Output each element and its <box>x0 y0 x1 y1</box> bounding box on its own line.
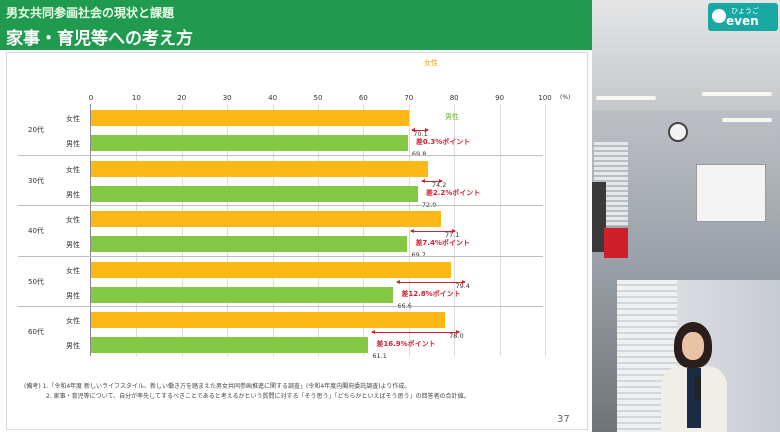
logo-main-text: even <box>726 14 759 28</box>
male-bar <box>91 135 408 151</box>
group-separator <box>18 154 543 156</box>
difference-arrow <box>410 229 456 233</box>
x-tick-label: 10 <box>131 94 141 102</box>
difference-label: 差2.2%ポイント <box>425 188 481 197</box>
grid-line <box>272 104 274 356</box>
grid-line <box>181 104 183 356</box>
x-tick-label: 50 <box>313 94 323 102</box>
group-separator <box>18 255 543 257</box>
grid-line <box>318 104 319 356</box>
speaker-face <box>682 332 704 360</box>
grid-line <box>227 104 229 356</box>
slide-title: 家事・育児等への考え方 <box>6 29 193 49</box>
x-tick-label: 0 <box>88 94 94 102</box>
ceiling-light <box>702 92 772 96</box>
footnote-line-2: 2. 家事・育児等について、自分が率先してするべきことであると考えるかという質問… <box>46 393 470 400</box>
male-row-label: 男性 <box>66 241 80 249</box>
x-tick-label: 60 <box>358 94 368 102</box>
difference-label: 差0.3%ポイント <box>415 138 471 146</box>
group-separator <box>18 306 543 307</box>
female-value-label: 70.1 <box>413 130 428 138</box>
male-row-label: 男性 <box>66 140 80 148</box>
x-tick-label: 70 <box>404 94 414 102</box>
x-tick-label: 30 <box>222 94 232 102</box>
male-bar <box>91 286 394 303</box>
x-tick-label: 20 <box>177 94 187 102</box>
grid-line <box>363 104 365 356</box>
male-value-label: 69.7 <box>411 251 425 259</box>
difference-arrow <box>371 330 460 334</box>
male-value-label: 72.0 <box>422 201 436 209</box>
male-value-label: 66.6 <box>397 302 411 310</box>
page-number: 37 <box>557 414 570 425</box>
slide-header: 男女共同参画社会の現状と課題 家事・育児等への考え方 <box>0 0 592 50</box>
ceiling-light <box>722 118 772 122</box>
female-bar <box>91 160 428 177</box>
age-group-label: 50代 <box>28 277 44 286</box>
grid-line <box>545 104 546 356</box>
attendee-figure <box>592 182 606 252</box>
male-value-label: 61.1 <box>372 352 387 360</box>
event-logo: ひょうご even <box>708 3 778 31</box>
female-row-label: 女性 <box>66 266 80 275</box>
difference-label: 差7.4%ポイント <box>415 239 470 247</box>
grid-line <box>408 104 410 356</box>
x-axis-unit: (%) <box>560 94 571 101</box>
wall-clock <box>668 122 688 142</box>
red-chair <box>604 228 628 258</box>
male-row-label: 男性 <box>66 291 80 300</box>
difference-arrow <box>410 128 429 132</box>
female-bar <box>91 110 410 126</box>
male-value-label: 69.8 <box>412 150 426 158</box>
male-bar <box>91 337 369 353</box>
grid-line <box>136 104 138 356</box>
slide-subtitle: 男女共同参画社会の現状と課題 <box>6 6 175 20</box>
male-row-label: 男性 <box>66 190 80 199</box>
female-bar <box>91 261 452 278</box>
female-value-label: 74.2 <box>431 180 447 189</box>
male-bar <box>91 236 408 252</box>
age-group-label: 20代 <box>28 126 44 134</box>
legend-female: 女性 <box>424 59 438 67</box>
age-group-label: 30代 <box>28 176 44 185</box>
legend-male: 男性 <box>445 113 459 121</box>
x-tick-label: 80 <box>449 94 459 102</box>
logo-mark-icon <box>712 9 726 23</box>
speaker-camera-inset <box>617 280 780 432</box>
grid-line <box>499 104 501 356</box>
difference-label: 差12.8%ポイント <box>401 289 461 298</box>
presentation-slide: 男女共同参画社会の現状と課題 家事・育児等への考え方 0 10 20 30 40 50 60… <box>0 0 592 432</box>
female-bar <box>91 312 446 328</box>
x-tick-label: 90 <box>495 94 505 102</box>
male-bar <box>91 185 418 202</box>
male-row-label: 男性 <box>66 342 80 350</box>
footnote-line-1: (備考) 1.「令和4年度 新しいライフスタイル、新しい働き方を踏まえた男女共同… <box>24 383 411 390</box>
x-tick-label: 100 <box>538 94 552 102</box>
difference-arrow <box>420 178 443 183</box>
difference-arrow <box>396 279 467 284</box>
slide-footnote: (備考) 1.「令和4年度 新しいライフスタイル、新しい働き方を踏まえた男女共同… <box>24 382 470 402</box>
logo-top-text: ひょうご <box>731 7 759 15</box>
female-row-label: 女性 <box>66 115 80 123</box>
microphone-icon <box>695 376 701 400</box>
x-tick-label: 40 <box>268 94 278 102</box>
female-row-label: 女性 <box>66 216 80 224</box>
group-separator <box>18 205 543 206</box>
female-row-label: 女性 <box>66 317 80 325</box>
female-value-label: 77.1 <box>445 231 460 239</box>
female-row-label: 女性 <box>66 165 80 174</box>
age-group-label: 40代 <box>28 227 44 235</box>
ceiling-light <box>596 96 656 100</box>
y-axis-line <box>90 104 91 356</box>
whiteboard <box>696 164 766 222</box>
female-bar <box>91 211 442 227</box>
difference-label: 差16.9%ポイント <box>376 340 436 348</box>
age-group-label: 60代 <box>28 328 44 336</box>
female-value-label: 79.4 <box>455 281 470 290</box>
female-value-label: 78.0 <box>449 332 464 340</box>
